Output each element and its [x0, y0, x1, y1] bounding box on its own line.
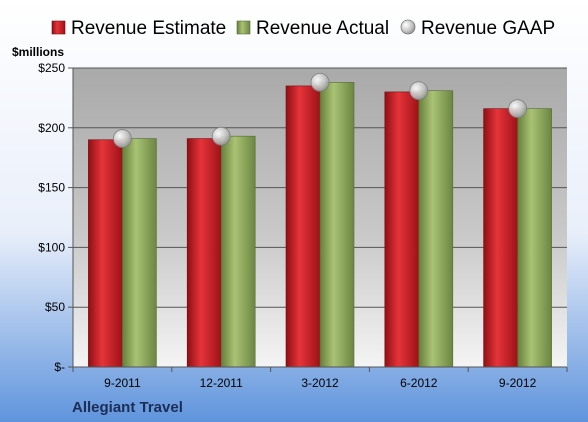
y-tick-label: $200: [38, 121, 65, 135]
axes: $- $50 $100 $150 $200 $250 9-2011 12-2011 3-2012…: [38, 61, 568, 390]
y-tick-label: $100: [38, 240, 65, 254]
bar-revenue-estimate: [186, 138, 222, 368]
bar-revenue-estimate: [285, 85, 321, 368]
marker-revenue-gaap: [310, 72, 330, 92]
legend-swatch: [51, 20, 66, 35]
legend-swatch: [236, 20, 251, 35]
y-axis-unit-label: $millions: [12, 45, 64, 59]
x-tick-label: 6-2012: [400, 376, 438, 390]
bar-revenue-actual: [122, 138, 157, 368]
x-tick-label: 9-2012: [499, 376, 537, 390]
legend: Revenue Estimate Revenue Actual Revenue GA…: [51, 18, 555, 39]
y-tick-label: $250: [38, 61, 65, 75]
bar-revenue-actual: [418, 90, 454, 368]
bars: [88, 82, 552, 368]
legend-label: Revenue GAAP: [421, 18, 555, 39]
x-tick-label: 9-2011: [104, 376, 141, 390]
bar-revenue-actual: [517, 108, 552, 368]
gaap-markers: [113, 72, 527, 148]
y-tick-label: $50: [45, 300, 65, 314]
marker-revenue-gaap: [113, 129, 132, 148]
bar-revenue-estimate: [88, 139, 123, 368]
legend-label: Revenue Actual: [256, 18, 389, 39]
marker-revenue-gaap: [211, 126, 231, 146]
x-tick-label: 3-2012: [301, 376, 339, 390]
marker-revenue-gaap: [409, 81, 429, 101]
bar-revenue-actual: [319, 82, 355, 368]
bar-revenue-actual: [220, 135, 256, 368]
legend-label: Revenue Estimate: [71, 18, 226, 39]
bar-revenue-estimate: [483, 108, 518, 368]
bar-revenue-estimate: [384, 91, 420, 368]
y-tick-label: $150: [38, 181, 65, 195]
y-tick-label: $-: [54, 360, 65, 374]
marker-revenue-gaap: [508, 99, 527, 119]
company-label: Allegiant Travel: [72, 399, 183, 416]
legend-swatch: [400, 19, 416, 35]
x-tick-label: 12-2011: [200, 376, 243, 390]
